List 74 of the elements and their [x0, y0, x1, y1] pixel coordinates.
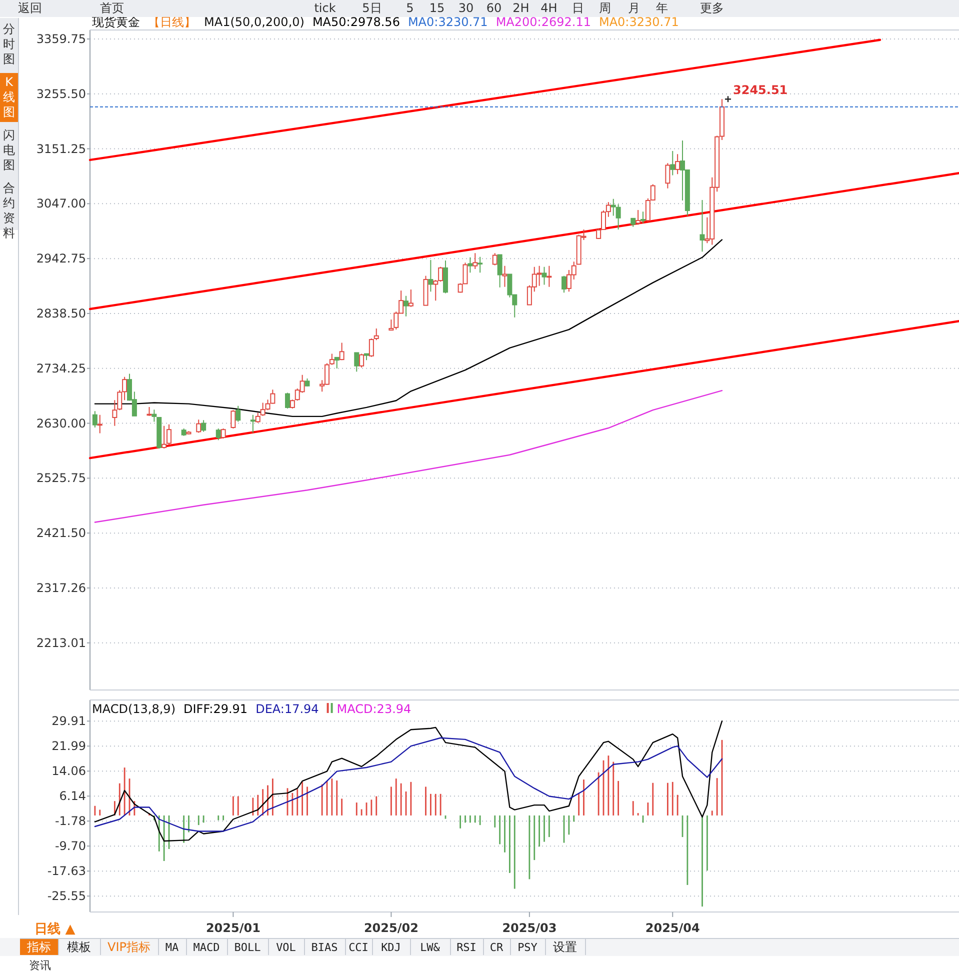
text: MA50:2978.56 [312, 15, 400, 29]
text: MA0:3230.71 [598, 15, 679, 29]
text: 4H [540, 1, 558, 15]
chart-title: MACD(13,8,9) [92, 702, 176, 716]
text: 年 [656, 1, 668, 15]
text: 5 [406, 1, 414, 15]
ref-line-label: MA0:3230.71 [408, 15, 488, 29]
text: CR [490, 941, 504, 954]
text: 分时图 [3, 22, 15, 66]
text: 设置 [553, 940, 577, 954]
text: K线图 [3, 75, 15, 119]
text: MA200:2692.11 [496, 15, 591, 29]
y-tick-label: 21.99 [52, 739, 86, 754]
text: VOL [276, 941, 296, 954]
y-tick-label: -25.55 [47, 889, 86, 904]
x-tick-label: 2025/01 [206, 921, 260, 935]
line-series [94, 390, 723, 523]
x-tick-label: 2025/04 [645, 921, 700, 935]
y-tick-label: 2421.50 [36, 526, 86, 540]
text: 闪电图 [3, 128, 15, 172]
text: VIP指标 [108, 940, 150, 954]
y-tick-label: 2942.75 [36, 252, 86, 266]
text: MA [165, 941, 179, 954]
legend-title: MA1(50,0,200,0) [204, 15, 304, 29]
text: 模板 [67, 940, 91, 954]
y-tick-label: 14.06 [52, 764, 86, 778]
text: 30 [458, 1, 474, 15]
y-tick-label: -1.78 [54, 814, 86, 828]
text: RSI [456, 941, 476, 954]
y-tick-label: 2525.75 [36, 471, 86, 486]
y-tick-label: 3255.50 [36, 86, 86, 101]
text: BOLL [234, 941, 262, 954]
text: 2H [512, 1, 530, 15]
y-tick-label: 3151.25 [36, 142, 86, 156]
y-tick-label: 2734.25 [36, 361, 86, 376]
text: 日线 ▲ [34, 922, 76, 937]
text: 合约资料 [3, 181, 15, 240]
text: PSY [518, 941, 538, 954]
annotation: 3245.51 [733, 83, 788, 98]
text: MACD [193, 941, 220, 954]
y-tick-label: 2630.00 [36, 416, 86, 430]
y-tick-label: 2317.26 [36, 580, 86, 595]
legend-label: MACD:23.94 [336, 702, 412, 716]
text: LW& [420, 941, 440, 954]
text: 月 [628, 1, 640, 15]
text: 日 [572, 1, 584, 15]
text: 首页 [100, 1, 124, 15]
y-tick-label: 2838.50 [36, 306, 86, 320]
x-tick-label: 2025/02 [364, 921, 418, 935]
y-tick-label: 3359.75 [36, 32, 86, 46]
text: 15 [429, 1, 445, 15]
y-tick-label: -9.70 [54, 839, 86, 854]
line-series [94, 239, 723, 418]
x-tick-label: 2025/03 [502, 921, 557, 935]
y-tick-label: 3047.00 [36, 196, 86, 211]
text: 5日 [362, 1, 382, 15]
text: DEA:17.94 [256, 702, 319, 716]
text: 更多 [700, 1, 724, 15]
y-tick-label: 29.91 [52, 714, 86, 728]
text: 周 [599, 1, 611, 15]
text: 60 [486, 1, 502, 15]
line-series [94, 737, 723, 832]
text: 返回 [18, 1, 42, 15]
text: 资讯 [29, 959, 51, 972]
y-tick-label: 2213.01 [36, 636, 86, 650]
text: 指标 [26, 940, 51, 954]
text: BIAS [311, 941, 338, 954]
text: CCI [348, 941, 368, 954]
text: tick [314, 1, 336, 15]
y-tick-label: 6.14 [59, 789, 86, 804]
line-series [94, 720, 723, 842]
text: KDJ [381, 941, 401, 954]
text: DIFF:29.91 [184, 702, 248, 716]
y-tick-label: -17.63 [47, 864, 86, 878]
